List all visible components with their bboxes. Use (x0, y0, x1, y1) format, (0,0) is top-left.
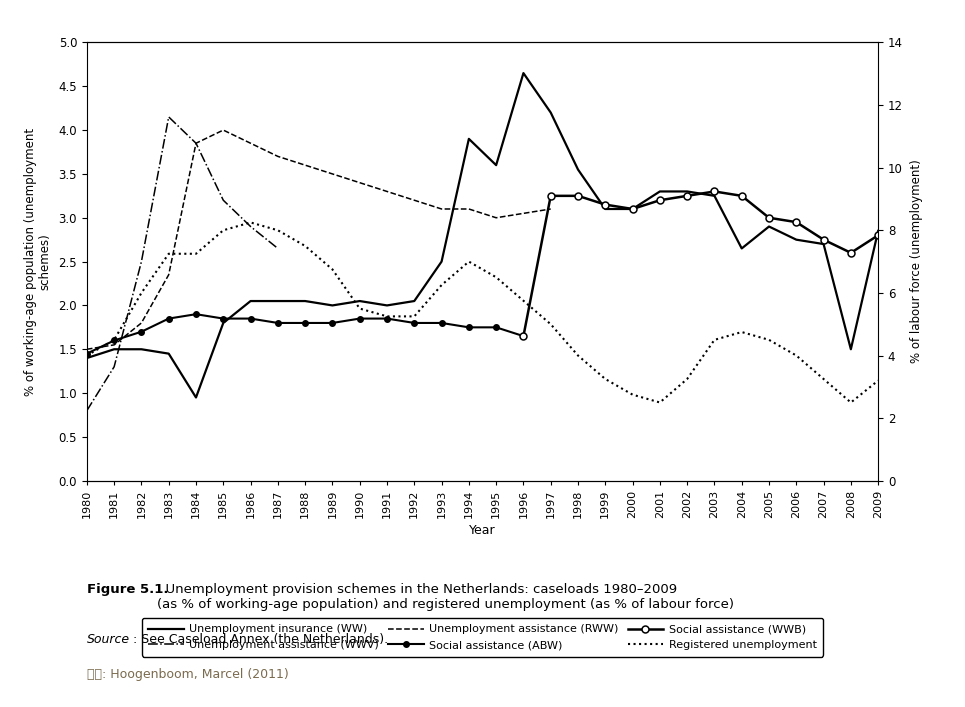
Text: Figure 5.1.: Figure 5.1. (87, 583, 168, 596)
Y-axis label: % of working-age population (unemployment
schemes): % of working-age population (unemploymen… (23, 127, 51, 396)
Text: : See Caseload Annex (the Netherlands).: : See Caseload Annex (the Netherlands). (133, 633, 388, 645)
Text: Source: Source (87, 633, 130, 645)
X-axis label: Year: Year (469, 524, 496, 537)
Y-axis label: % of labour force (unemployment): % of labour force (unemployment) (910, 160, 923, 363)
Text: 출실: Hoogenboom, Marcel (2011): 출실: Hoogenboom, Marcel (2011) (87, 668, 289, 681)
Legend: Unemployment insurance (WW), Unemployment assistance (WWV), Unemployment assista: Unemployment insurance (WW), Unemploymen… (142, 618, 823, 657)
Text: Unemployment provision schemes in the Netherlands: caseloads 1980–2009
(as % of : Unemployment provision schemes in the Ne… (157, 583, 734, 612)
